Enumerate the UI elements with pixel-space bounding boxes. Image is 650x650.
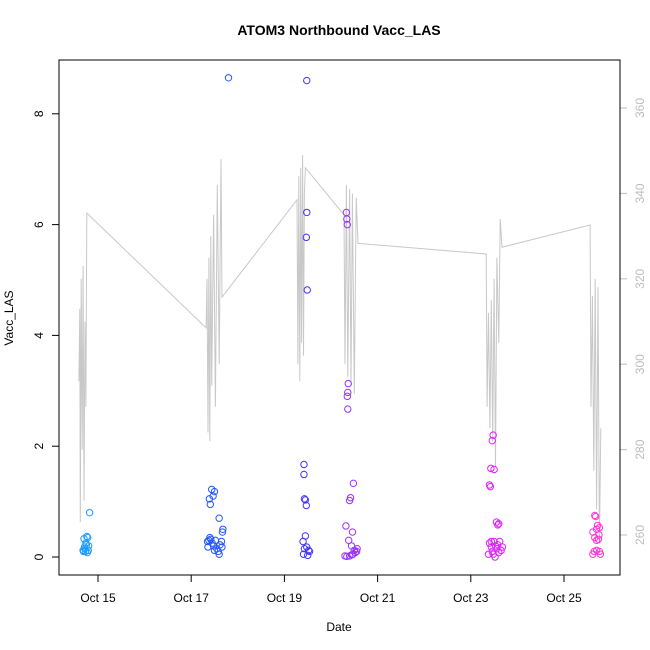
y2-tick-label: 360 [633, 98, 647, 118]
y2-tick-label: 280 [633, 439, 647, 459]
data-point [303, 76, 311, 85]
data-point [206, 533, 214, 542]
point-cluster-1 [79, 508, 94, 557]
data-point [304, 546, 313, 555]
point-cluster-2 [203, 74, 233, 558]
data-point [215, 514, 223, 522]
data-point [489, 431, 497, 439]
data-point [210, 487, 219, 496]
data-point [589, 550, 597, 558]
data-point [299, 537, 307, 546]
data-point [485, 539, 494, 547]
plot-frame [58, 59, 621, 576]
data-point [344, 405, 352, 413]
y-tick-label: 0 [32, 553, 46, 560]
point-cluster-5 [484, 431, 507, 561]
data-point [592, 536, 601, 545]
data-point [487, 537, 496, 546]
data-point [85, 508, 94, 517]
data-point [299, 550, 308, 558]
data-point [486, 482, 495, 491]
data-point [343, 552, 351, 561]
data-point [303, 208, 311, 217]
point-cluster-3 [299, 76, 314, 560]
point-cluster-4 [341, 208, 361, 561]
data-point [204, 543, 212, 551]
data-point [207, 535, 215, 543]
data-point [491, 553, 499, 561]
data-point [82, 541, 91, 549]
x-tick-label: Oct 17 [174, 591, 210, 605]
x-axis-label: Date [326, 620, 352, 634]
data-point [343, 215, 351, 223]
data-point [484, 550, 493, 558]
data-point [304, 551, 312, 560]
data-point [596, 550, 605, 558]
y-tick-label: 8 [32, 110, 46, 117]
y-tick-label: 2 [32, 443, 46, 450]
data-point [343, 220, 352, 229]
data-point [216, 541, 224, 549]
data-point [218, 528, 227, 536]
data-point [495, 520, 503, 528]
data-point [224, 74, 233, 82]
y-axis-label: Vacc_LAS [2, 290, 16, 345]
x-tick-label: Oct 23 [453, 591, 489, 605]
data-point [348, 528, 357, 536]
point-cluster-6 [589, 511, 605, 558]
data-point [300, 495, 309, 503]
data-point [593, 521, 602, 530]
data-point [305, 547, 314, 556]
data-point [300, 460, 308, 469]
chart-title: ATOM3 Northbound Vacc_LAS [237, 22, 440, 38]
data-point [300, 470, 308, 479]
right-axis-series-line [78, 154, 602, 544]
data-point [485, 481, 494, 489]
y2-tick-label: 340 [633, 183, 647, 203]
y-tick-label: 6 [32, 221, 46, 228]
data-point [217, 537, 226, 546]
data-point [205, 495, 214, 503]
data-point [206, 500, 215, 509]
axes: Oct 15 Oct 17 Oct 19 Oct 21 Oct 23 Oct 25 0 2 4 6… [32, 98, 647, 605]
data-point [594, 535, 603, 543]
y2-tick-label: 320 [633, 268, 647, 288]
x-tick-label: Oct 15 [80, 591, 116, 605]
data-point [353, 544, 361, 553]
data-point [497, 546, 505, 555]
data-point [591, 512, 600, 521]
data-point [218, 543, 226, 551]
data-point [303, 286, 311, 294]
data-point [301, 496, 310, 504]
data-point [487, 464, 495, 473]
x-tick-label: Oct 21 [360, 591, 396, 605]
y2-tick-label: 300 [633, 354, 647, 374]
y2-tick-label: 260 [633, 525, 647, 545]
data-point [345, 496, 354, 505]
data-point [352, 547, 361, 556]
data-point [344, 379, 352, 388]
x-tick-label: Oct 19 [267, 591, 303, 605]
y-tick-label: 4 [32, 332, 46, 339]
x-tick-label: Oct 25 [546, 591, 582, 605]
data-point [495, 548, 503, 557]
data-point [494, 521, 502, 529]
data-point [344, 388, 352, 397]
data-point [490, 465, 498, 474]
data-point [210, 546, 219, 555]
data-point [219, 525, 227, 533]
data-point [342, 522, 350, 530]
data-point [591, 511, 599, 520]
data-point [302, 501, 311, 510]
data-point [302, 233, 311, 242]
data-point [343, 392, 352, 401]
data-point [498, 543, 507, 551]
point-layer [79, 74, 605, 561]
data-point [79, 547, 88, 556]
data-point [215, 550, 223, 558]
data-point [349, 479, 358, 488]
line-layer [78, 154, 602, 544]
data-point [488, 436, 496, 445]
